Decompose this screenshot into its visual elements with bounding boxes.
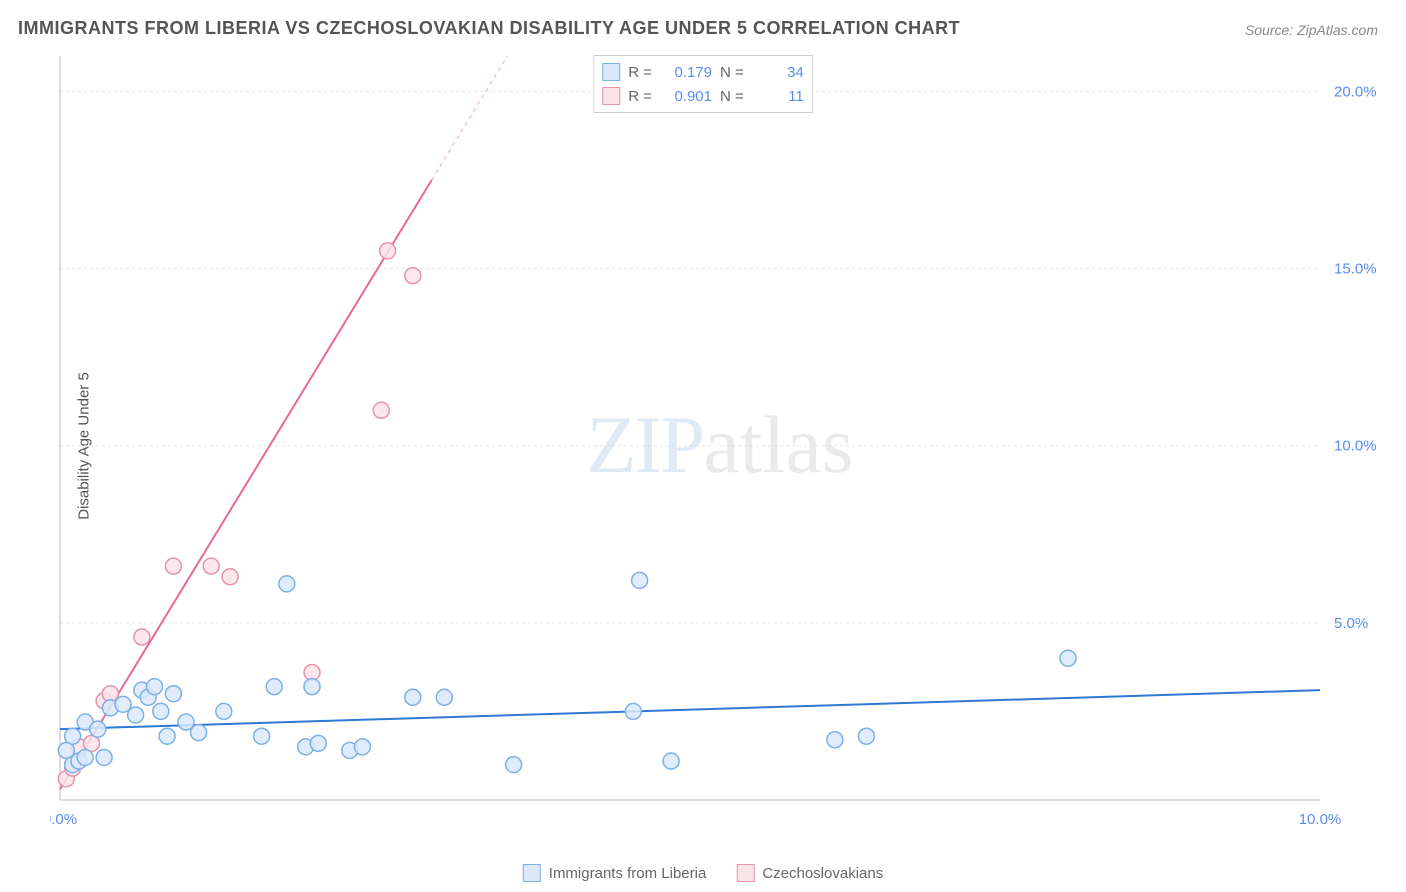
legend-swatch-czech (602, 87, 620, 105)
legend-swatch-liberia (602, 63, 620, 81)
chart-title: IMMIGRANTS FROM LIBERIA VS CZECHOSLOVAKI… (18, 18, 960, 39)
legend-swatch-liberia-icon (523, 864, 541, 882)
legend-n-value-czech: 11 (752, 88, 804, 105)
legend-swatch-czech-icon (736, 864, 754, 882)
legend-r-label: R = (628, 88, 652, 105)
series-name-czech: Czechoslovakians (762, 865, 883, 882)
correlation-legend: R = 0.179 N = 34 R = 0.901 N = 11 (593, 55, 813, 113)
scatter-plot: 5.0%10.0%15.0%20.0%0.0%10.0% ZIPatlas (50, 50, 1390, 840)
legend-r-value-czech: 0.901 (660, 88, 712, 105)
legend-n-label: N = (720, 64, 744, 81)
series-legend: Immigrants from Liberia Czechoslovakians (523, 864, 883, 882)
series-legend-czech: Czechoslovakians (736, 864, 883, 882)
svg-text:0.0%: 0.0% (50, 811, 77, 828)
svg-text:20.0%: 20.0% (1334, 83, 1377, 100)
series-legend-liberia: Immigrants from Liberia (523, 864, 707, 882)
legend-n-label: N = (720, 88, 744, 105)
legend-row-czech: R = 0.901 N = 11 (602, 84, 804, 108)
plot-svg: 5.0% 10.0% 15.0% 20.0% 0.0% 10.0% (50, 50, 1390, 840)
legend-r-label: R = (628, 64, 652, 81)
series-name-liberia: Immigrants from Liberia (549, 865, 707, 882)
legend-row-liberia: R = 0.179 N = 34 (602, 60, 804, 84)
svg-text:10.0%: 10.0% (1299, 811, 1342, 828)
source-label: Source: ZipAtlas.com (1245, 22, 1378, 38)
legend-n-value-liberia: 34 (752, 64, 804, 81)
legend-r-value-liberia: 0.179 (660, 64, 712, 81)
svg-text:10.0%: 10.0% (1334, 438, 1377, 455)
svg-text:15.0%: 15.0% (1334, 261, 1377, 278)
svg-text:5.0%: 5.0% (1334, 615, 1368, 632)
